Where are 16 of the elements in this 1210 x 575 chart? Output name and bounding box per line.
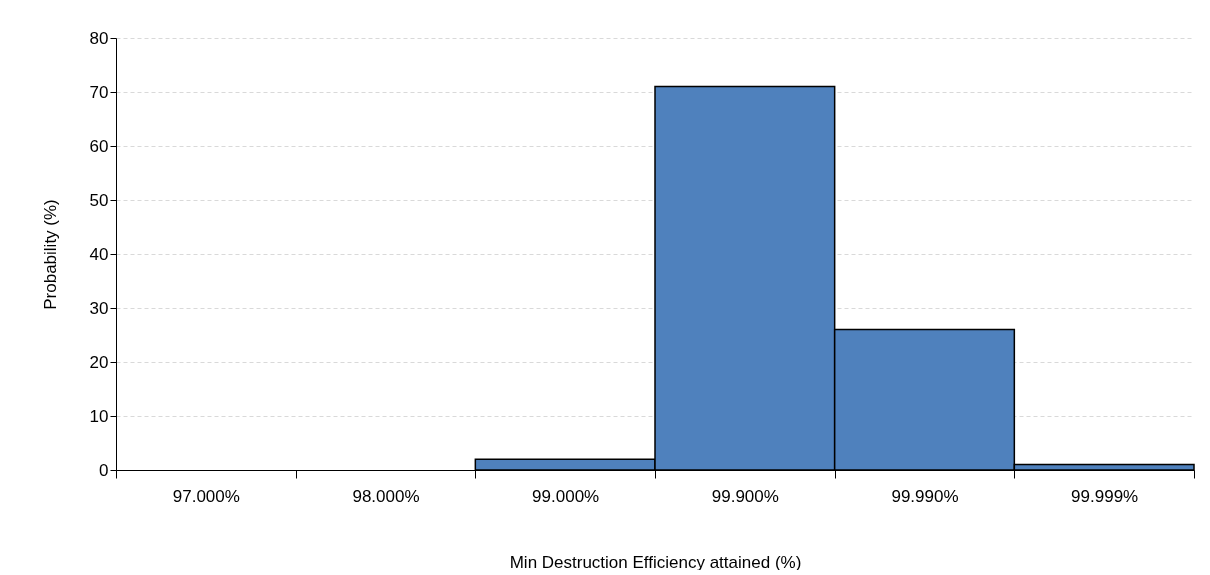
y-tick-label: 50 (89, 190, 109, 210)
y-tick-label: 0 (99, 460, 109, 480)
x-tick-label: 99.990% (891, 486, 959, 506)
y-tick-label: 40 (89, 244, 109, 264)
x-tick-label: 99.999% (1071, 486, 1139, 506)
y-tick-label: 10 (89, 406, 109, 426)
x-tick-label: 99.000% (532, 486, 600, 506)
y-tick-label: 80 (89, 28, 109, 48)
y-axis-title: Probability (%) (40, 199, 60, 310)
y-tick-label: 20 (89, 352, 109, 372)
x-tick-label: 98.000% (352, 486, 420, 506)
x-tick-label: 99.900% (711, 486, 779, 506)
y-tick-label: 60 (89, 136, 109, 156)
x-tick-label: 97.000% (172, 486, 240, 506)
y-tick-label: 30 (89, 298, 109, 318)
y-tick-label: 70 (89, 82, 109, 102)
